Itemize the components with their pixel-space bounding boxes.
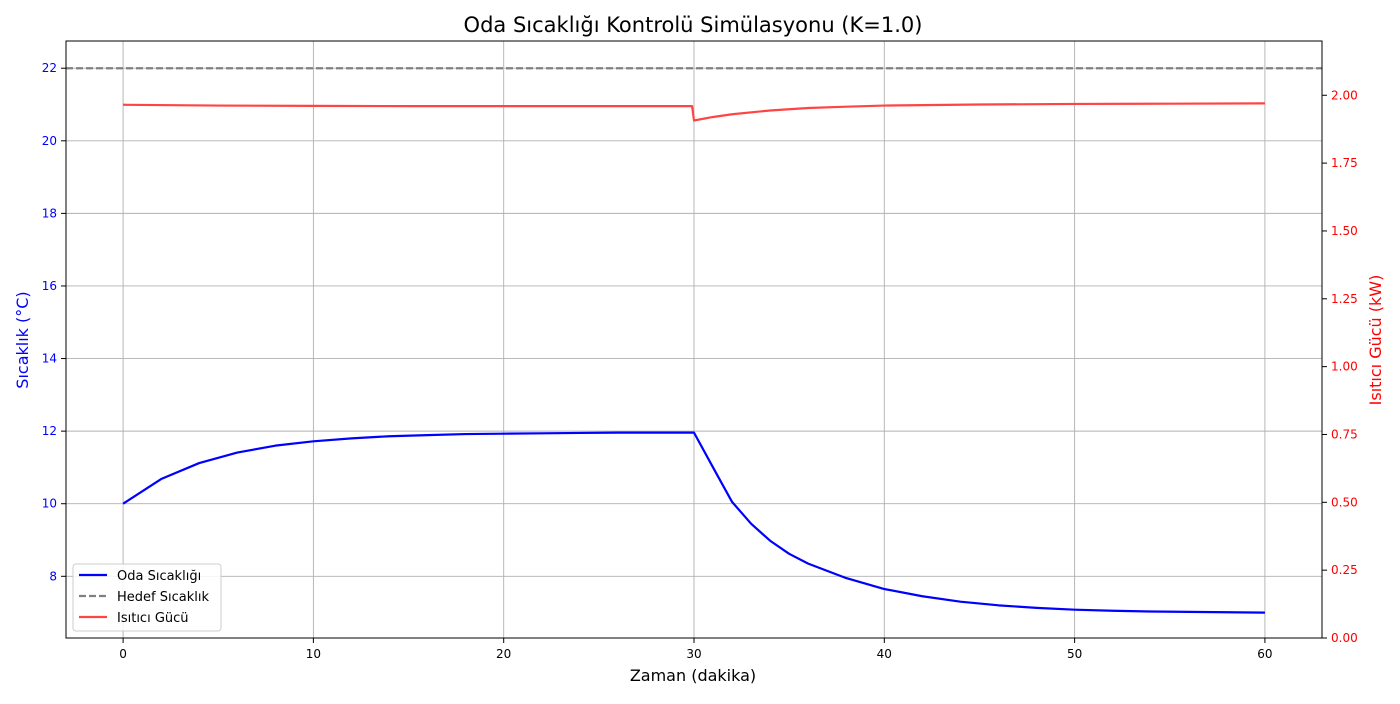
x-tick-label: 10 [306, 647, 321, 661]
series-layer [66, 67, 1322, 614]
y-left-tick-label: 20 [42, 134, 57, 148]
series-room-temperature-line [122, 431, 1265, 614]
grid-layer [66, 41, 1322, 638]
legend: Oda Sıcaklığı Hedef Sıcaklık Isıtıcı Güc… [72, 563, 222, 632]
x-tick-label: 50 [1067, 647, 1082, 661]
y-axis-label-right: Isıtıcı Gücü (kW) [1366, 275, 1385, 406]
y-left-tick-label: 18 [42, 206, 57, 220]
y-right-tick-label: 2.00 [1331, 88, 1358, 102]
y-right-tick-label: 0.75 [1331, 427, 1358, 441]
y-right-tick-label: 1.75 [1331, 156, 1358, 170]
y-right-tick-label: 1.50 [1331, 224, 1358, 238]
x-tick-label: 0 [119, 647, 127, 661]
legend-frame [72, 563, 222, 632]
legend-label-target-temp: Hedef Sıcaklık [117, 590, 209, 605]
x-tick-label: 20 [496, 647, 511, 661]
y-right-tick-label: 0.50 [1331, 495, 1358, 509]
y-right-tick-label: 0.25 [1331, 563, 1358, 577]
x-tick-label: 60 [1257, 647, 1272, 661]
legend-label-room-temp: Oda Sıcaklığı [117, 569, 201, 584]
x-axis-label: Zaman (dakika) [630, 666, 756, 685]
x-tick-label: 40 [877, 647, 892, 661]
y-left-tick-label: 14 [42, 352, 57, 366]
chart-title: Oda Sıcaklığı Kontrolü Simülasyonu (K=1.… [464, 13, 923, 37]
y-left-tick-label: 8 [49, 569, 57, 583]
y-left-tick-label: 22 [42, 61, 57, 75]
x-tick-label: 30 [686, 647, 701, 661]
series-heater-power-line [123, 102, 1265, 122]
y-right-tick-label: 1.25 [1331, 292, 1358, 306]
legend-label-heater-power: Isıtıcı Gücü [117, 611, 189, 626]
y-axis-label-left: Sıcaklık (°C) [13, 291, 32, 388]
y-right-tick-label: 1.00 [1331, 360, 1358, 374]
y-left-tick-label: 10 [42, 497, 57, 511]
y-left-tick-label: 12 [42, 424, 57, 438]
y-right-tick-label: 0.00 [1331, 631, 1358, 645]
axis-layer: 0 10 20 30 40 50 60 8 10 12 14 16 18 20 22 0.00 0.25 0.50… [42, 61, 1358, 661]
y-left-tick-label: 16 [42, 279, 57, 293]
